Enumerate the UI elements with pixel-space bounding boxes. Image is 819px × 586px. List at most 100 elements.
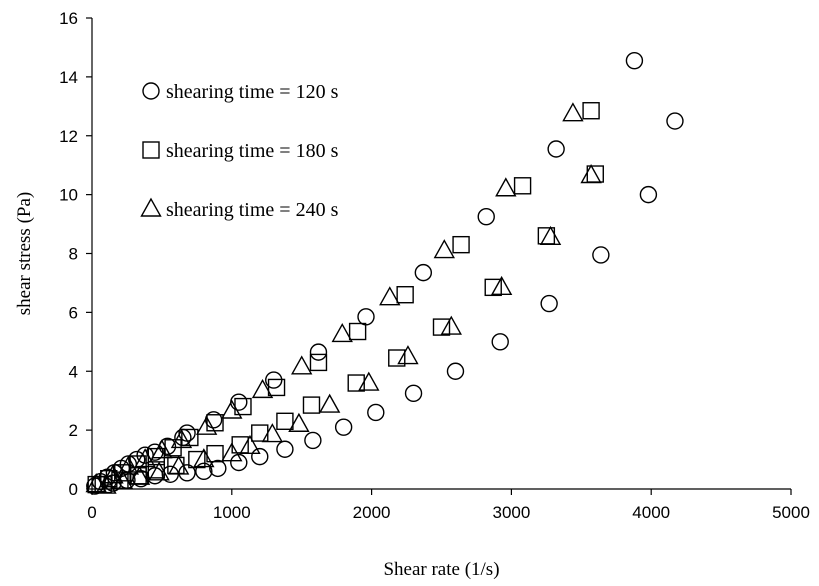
- data-point-triangle: [291, 355, 313, 375]
- data-point-triangle: [148, 461, 170, 481]
- y-axis-title: shear stress (Pa): [14, 192, 35, 315]
- data-point-circle: [639, 185, 658, 204]
- data-point-triangle: [128, 465, 151, 485]
- x-axis-title: Shear rate (1/s): [383, 559, 499, 580]
- data-point-square: [432, 318, 451, 336]
- tick-labels: 0 2 4 6 8 10 12 14 16 0 1000 2000 3000 4000 5000: [59, 9, 810, 522]
- data-point-triangle: [440, 315, 462, 335]
- data-point-square: [309, 353, 328, 372]
- data-point-square: [484, 278, 502, 297]
- data-point-square: [347, 374, 365, 392]
- x-tick-label: 0: [87, 503, 96, 522]
- legend-marker-square: [142, 141, 160, 159]
- data-point-circle: [540, 294, 558, 313]
- data-point-circle: [230, 453, 248, 472]
- data-point-circle: [209, 459, 227, 478]
- data-point-triangle: [112, 470, 134, 490]
- data-point-triangle: [318, 393, 341, 413]
- data-point-triangle: [151, 439, 173, 459]
- data-point-square: [251, 424, 269, 442]
- legend-marker-triangle: [140, 197, 162, 217]
- x-tick-label: 1000: [213, 503, 251, 522]
- data-point-triangle: [288, 412, 310, 432]
- data-point-square: [206, 444, 224, 463]
- legend-item: shearing time = 180 s: [142, 140, 339, 162]
- data-points: [85, 51, 684, 495]
- x-tick-label: 5000: [772, 503, 810, 522]
- data-point-circle: [666, 112, 684, 130]
- data-point-square: [100, 469, 118, 488]
- data-point-circle: [367, 403, 385, 422]
- data-point-triangle: [490, 275, 513, 296]
- y-tick-label: 0: [69, 480, 78, 499]
- data-point-triangle: [239, 434, 261, 455]
- data-point-square: [396, 286, 414, 304]
- data-point-circle: [477, 208, 495, 226]
- y-tick-label: 4: [69, 362, 78, 381]
- data-point-triangle: [433, 239, 455, 259]
- legend-item: shearing time = 120 s: [142, 81, 339, 103]
- data-point-triangle: [195, 415, 218, 435]
- legend-marker-circle: [142, 82, 160, 100]
- data-point-circle: [309, 343, 328, 361]
- data-point-triangle: [95, 474, 117, 494]
- x-tick-label: 3000: [492, 503, 530, 522]
- data-point-circle: [547, 140, 565, 158]
- data-point-triangle: [170, 428, 193, 449]
- data-point-triangle: [261, 423, 284, 443]
- data-point-triangle: [193, 448, 215, 468]
- legend-label: shearing time = 120 s: [166, 81, 339, 103]
- data-point-square: [267, 378, 286, 397]
- data-point-triangle: [117, 455, 140, 475]
- data-point-triangle: [562, 102, 584, 122]
- data-point-square: [129, 455, 147, 473]
- data-point-square: [348, 322, 367, 341]
- data-point-circle: [414, 263, 433, 282]
- data-point-square: [513, 177, 532, 195]
- axes: [86, 17, 792, 495]
- data-point-triangle: [134, 448, 156, 468]
- y-tick-label: 14: [59, 68, 78, 87]
- data-point-triangle: [251, 378, 274, 399]
- data-point-square: [302, 396, 321, 414]
- data-point-triangle: [102, 464, 124, 484]
- data-point-circle: [357, 308, 375, 326]
- legend-label: shearing time = 180 s: [166, 140, 339, 162]
- data-point-square: [188, 450, 206, 469]
- data-point-circle: [592, 246, 610, 264]
- legend-item: shearing time = 240 s: [140, 197, 339, 221]
- data-point-circle: [625, 51, 644, 70]
- y-tick-label: 12: [59, 127, 78, 146]
- y-tick-label: 10: [59, 186, 78, 205]
- data-point-triangle: [358, 371, 380, 391]
- data-point-triangle: [85, 473, 107, 493]
- data-point-triangle: [167, 455, 190, 475]
- data-point-square: [276, 412, 294, 430]
- data-point-triangle: [221, 442, 243, 462]
- y-tick-label: 8: [69, 245, 78, 264]
- data-point-triangle: [539, 225, 562, 246]
- data-point-circle: [334, 418, 353, 436]
- data-point-triangle: [379, 286, 401, 306]
- data-point-square: [582, 102, 600, 120]
- data-point-square: [452, 235, 470, 254]
- data-point-circle: [404, 384, 423, 403]
- data-point-triangle: [580, 164, 602, 184]
- data-point-circle: [251, 447, 269, 466]
- data-point-circle: [276, 440, 294, 458]
- data-point-square: [147, 461, 166, 479]
- data-point-square: [388, 349, 406, 367]
- y-tick-label: 2: [69, 421, 78, 440]
- legend-label: shearing time = 240 s: [166, 199, 339, 221]
- data-point-triangle: [331, 323, 353, 343]
- data-point-circle: [195, 462, 213, 481]
- data-point-circle: [304, 431, 322, 450]
- x-tick-label: 2000: [353, 503, 391, 522]
- series-triangle: [85, 102, 602, 494]
- y-tick-label: 16: [59, 9, 78, 28]
- data-point-circle: [446, 362, 465, 380]
- legend: shearing time = 120 s shearing time = 180…: [140, 81, 339, 221]
- data-point-circle: [491, 333, 509, 351]
- data-point-triangle: [495, 177, 517, 197]
